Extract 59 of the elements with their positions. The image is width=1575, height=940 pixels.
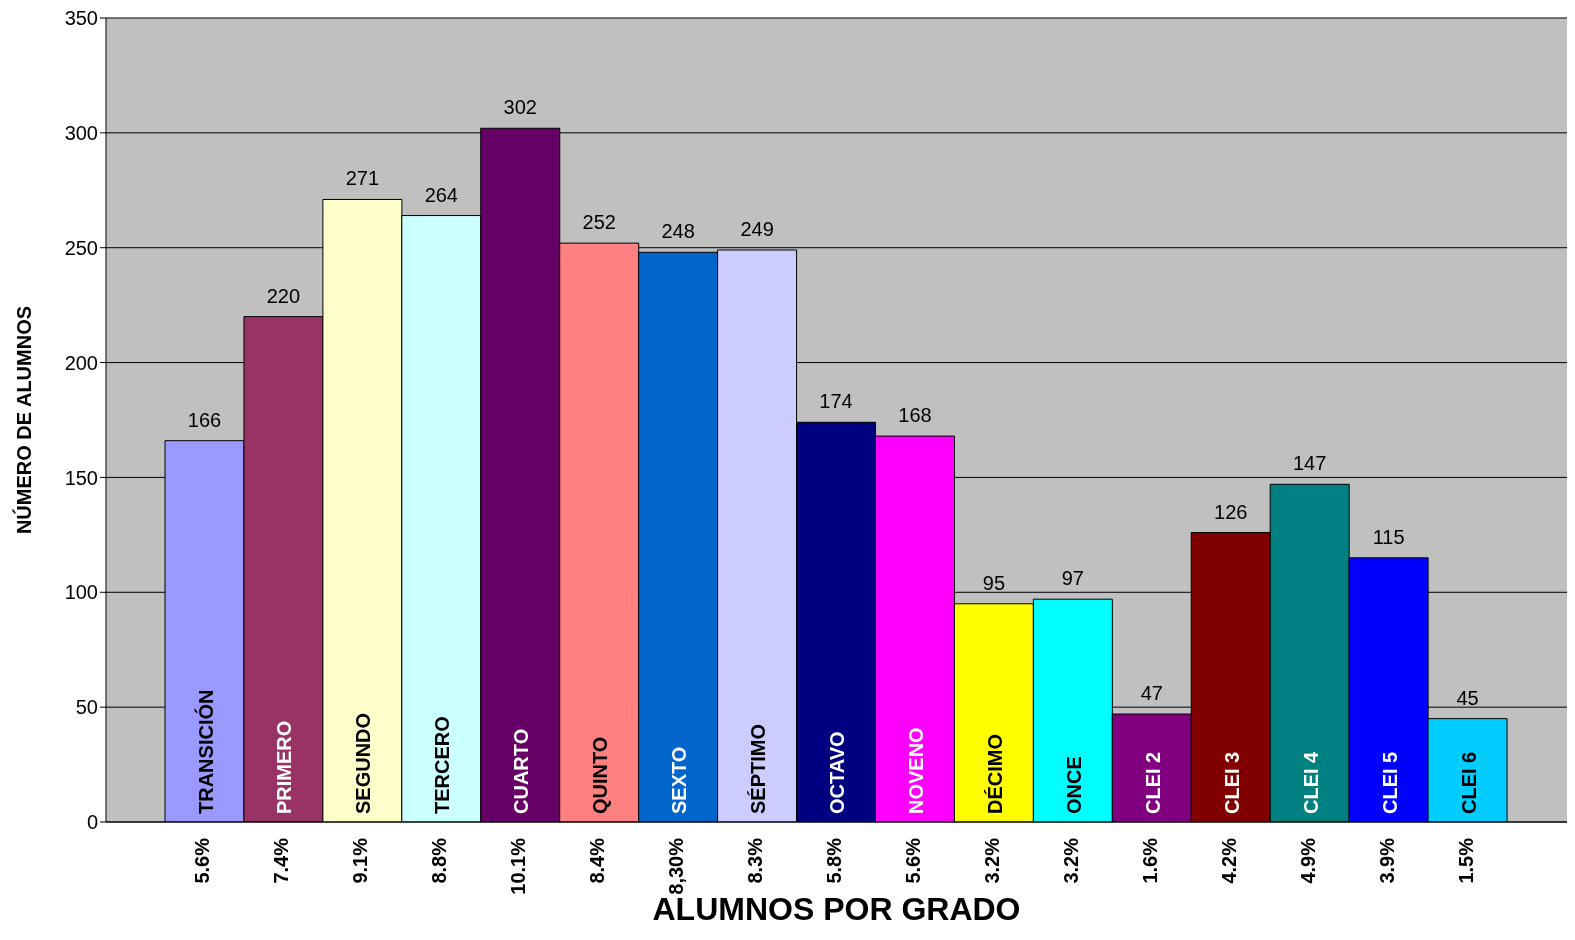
text: 5.8% <box>823 837 845 884</box>
x-tick-label: TERCERO <box>431 716 454 814</box>
y-axis-title: NÚMERO DE ALUMNOS <box>12 305 36 535</box>
x-tick-label: SEGUNDO <box>352 712 375 814</box>
y-tick-label: 300 <box>64 121 98 144</box>
text: 4.2% <box>1217 837 1240 884</box>
x-tick-label: CLEI 5 <box>1378 751 1401 814</box>
y-tick-label: 50 <box>75 696 98 719</box>
x-tick-label: CLEI 6 <box>1457 751 1480 814</box>
text: 10.1% <box>507 837 530 895</box>
data-label: 248 <box>661 220 695 243</box>
data-label: 271 <box>345 167 380 190</box>
x-tick-label: CLEI 3 <box>1220 751 1243 814</box>
data-label: 95 <box>982 571 1006 594</box>
text: 8.4% <box>586 837 609 884</box>
y-tick-label: 250 <box>64 236 98 259</box>
data-label: 126 <box>1214 500 1248 523</box>
text: 3.2% <box>980 837 1003 884</box>
data-label: 264 <box>424 183 459 206</box>
text: 5.6% <box>901 837 924 884</box>
data-label: 97 <box>1061 567 1084 590</box>
data-label: 47 <box>1140 682 1163 705</box>
x-tick-label: SÉPTIMO <box>747 723 770 814</box>
data-label: 302 <box>503 96 537 119</box>
data-label: 252 <box>582 211 616 234</box>
y-tick-label: 200 <box>64 351 98 374</box>
text: 3.2% <box>1059 837 1082 884</box>
text: 3.9% <box>1375 837 1398 884</box>
x-tick-label: QUINTO <box>589 736 612 814</box>
text: 7.4% <box>270 837 293 884</box>
x-tick-label: DÉCIMO <box>983 734 1006 814</box>
data-label: 168 <box>898 404 932 427</box>
text: 1.5% <box>1454 837 1477 884</box>
x-tick-label: ONCE <box>1062 756 1085 814</box>
text: 5.6% <box>191 837 214 884</box>
x-tick-label: TRANSICIÓN <box>193 689 217 814</box>
x-tick-label: CUARTO <box>510 728 533 814</box>
x-tick-label: PRIMERO <box>273 720 296 814</box>
y-tick-label: 150 <box>64 466 98 489</box>
x-tick-label: SEXTO <box>668 746 691 814</box>
y-tick-label: 100 <box>64 581 98 604</box>
text: 1.6% <box>1138 837 1161 884</box>
data-label: 166 <box>187 408 222 431</box>
data-label: 220 <box>266 284 301 307</box>
data-label: 45 <box>1456 686 1479 709</box>
x-tick-label: OCTAVO <box>826 731 849 814</box>
text: 8.8% <box>428 837 451 884</box>
y-tick-label: 350 <box>64 7 98 30</box>
data-label: 174 <box>819 390 853 413</box>
text: 8.3% <box>744 837 767 884</box>
x-tick-label: CLEI 4 <box>1299 750 1322 814</box>
data-label: 115 <box>1372 525 1405 548</box>
text: 9.1% <box>349 837 372 884</box>
y-tick-label: 0 <box>86 811 98 834</box>
x-tick-label: CLEI 2 <box>1141 751 1164 814</box>
x-tick-label: NOVENO <box>904 727 927 814</box>
data-label: 249 <box>740 218 774 241</box>
text: 4.9% <box>1296 837 1319 884</box>
data-label: 147 <box>1292 452 1327 475</box>
